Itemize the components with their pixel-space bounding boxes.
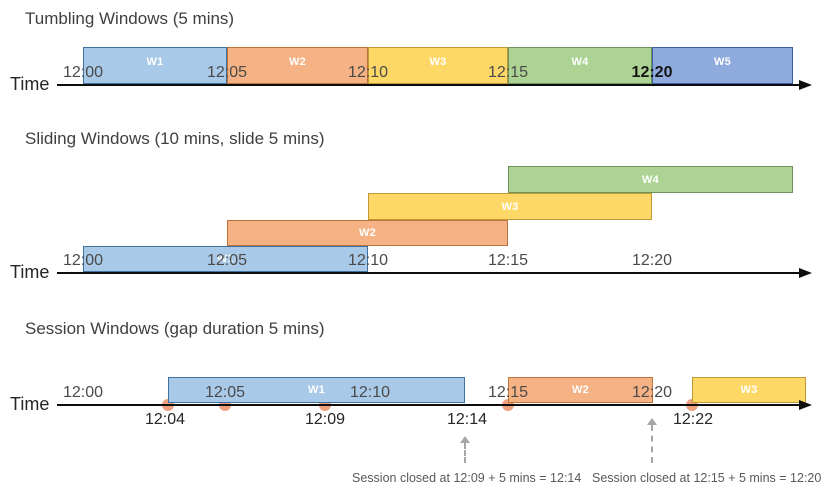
tick-label: 12:05 — [206, 252, 248, 269]
timeline-arrowhead-tumbling — [799, 80, 812, 90]
timeline-sliding — [57, 272, 800, 274]
closure-arrowhead — [460, 436, 470, 443]
window-box-tumbling-w4: W4 — [508, 47, 652, 84]
closure-arrow-stem — [651, 425, 653, 463]
window-label: W3 — [429, 55, 447, 68]
window-box-session-w2: W2 — [508, 377, 653, 403]
window-label: W3 — [501, 200, 519, 213]
tick-label: 12:20 — [631, 384, 673, 401]
event-time-label: 12:09 — [304, 411, 346, 428]
closure-arrowhead — [647, 418, 657, 425]
tick-label: 12:00 — [62, 64, 104, 81]
window-label: W2 — [288, 55, 307, 68]
time-axis-label-sliding: Time — [10, 262, 50, 282]
timeline-tumbling — [57, 84, 800, 86]
tick-label: 12:20 — [631, 64, 673, 81]
tick-label: 12:00 — [62, 252, 104, 269]
closure-caption: Session closed at 12:09 + 5 mins = 12:14 — [352, 471, 582, 485]
closure-caption: Session closed at 12:15 + 5 mins = 12:20 — [592, 471, 822, 485]
event-time-label: 12:14 — [446, 411, 488, 428]
time-axis-label-tumbling: Time — [10, 74, 50, 94]
window-box-sliding-w3: W3 — [368, 193, 652, 220]
window-label: W2 — [571, 384, 590, 396]
timeline-arrowhead-sliding — [799, 268, 812, 278]
section-title-tumbling: Tumbling Windows (5 mins) — [25, 9, 235, 28]
tick-label: 12:00 — [62, 384, 104, 401]
window-label: W4 — [571, 55, 589, 68]
section-title-sliding: Sliding Windows (10 mins, slide 5 mins) — [25, 129, 325, 148]
tick-label: 12:10 — [347, 252, 389, 269]
window-label: W5 — [713, 55, 732, 68]
window-box-tumbling-w5: W5 — [652, 47, 793, 84]
tick-label: 12:10 — [347, 64, 389, 81]
window-box-session-w3: W3 — [692, 377, 806, 403]
window-box-session-w1: W1 — [168, 377, 465, 403]
tick-label: 12:10 — [349, 384, 391, 401]
window-label: W1 — [307, 384, 326, 396]
window-label: W2 — [358, 227, 377, 239]
tick-label: 12:15 — [487, 384, 529, 401]
window-label: W1 — [146, 55, 164, 68]
tick-label: 12:20 — [631, 252, 673, 269]
timeline-session — [57, 404, 800, 406]
event-time-label: 12:22 — [672, 411, 714, 428]
tick-label: 12:15 — [487, 64, 529, 81]
window-box-tumbling-w3: W3 — [368, 47, 508, 84]
timeline-arrowhead-session — [799, 400, 812, 410]
tick-label: 12:05 — [206, 64, 248, 81]
window-box-sliding-w4: W4 — [508, 166, 793, 193]
time-axis-label-session: Time — [10, 394, 50, 414]
window-box-tumbling-w1: W1 — [83, 47, 227, 84]
window-label: W3 — [740, 384, 758, 396]
window-label: W1 — [216, 253, 235, 265]
window-box-sliding-w1: W1 — [83, 246, 368, 272]
tick-label: 12:15 — [487, 252, 529, 269]
window-label: W4 — [641, 173, 660, 186]
window-box-sliding-w2: W2 — [227, 220, 508, 246]
tick-label: 12:05 — [204, 384, 246, 401]
section-title-session: Session Windows (gap duration 5 mins) — [25, 319, 325, 338]
closure-arrow-stem — [464, 443, 466, 463]
window-box-tumbling-w2: W2 — [227, 47, 368, 84]
event-time-label: 12:04 — [144, 411, 186, 428]
